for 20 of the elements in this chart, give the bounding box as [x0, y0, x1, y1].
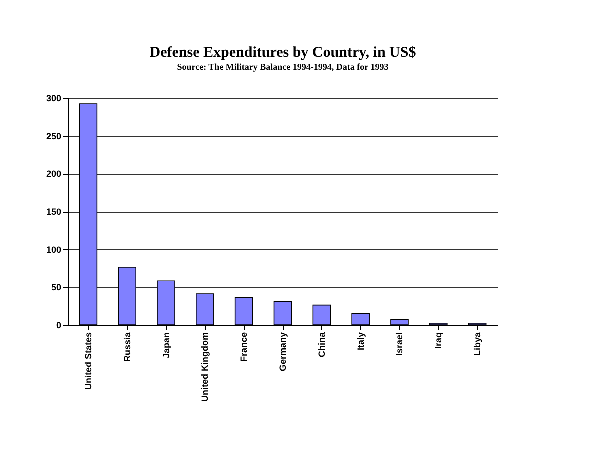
y-tick-label: 250	[46, 131, 62, 142]
x-tick-label: United States	[83, 332, 94, 390]
y-tick-label: 100	[46, 244, 62, 255]
y-tick-label: 0	[56, 320, 62, 330]
x-tick-label: Israel	[394, 332, 405, 356]
y-tick-label: 200	[46, 169, 62, 180]
y-tick-label: 50	[51, 282, 62, 293]
chart-subtitle: Source: The Military Balance 1994-1994, Data for 1993	[177, 62, 390, 72]
chart-title: Defense Expenditures by Country, in US$	[150, 45, 417, 61]
x-tick-label: China	[316, 332, 327, 358]
x-tick-label: Japan	[161, 332, 172, 359]
x-tick-label: Italy	[356, 332, 366, 351]
y-tick-label: 300	[46, 94, 62, 104]
x-tick-label: Libya	[472, 332, 483, 356]
x-tick-label: Germany	[278, 332, 288, 372]
x-tick-label: United Kingdom	[200, 332, 210, 402]
x-tick-label: Russia	[122, 332, 132, 362]
y-tick-label: 150	[46, 207, 62, 217]
x-tick-label: Iraq	[434, 332, 444, 350]
x-tick-label: France	[239, 332, 250, 362]
